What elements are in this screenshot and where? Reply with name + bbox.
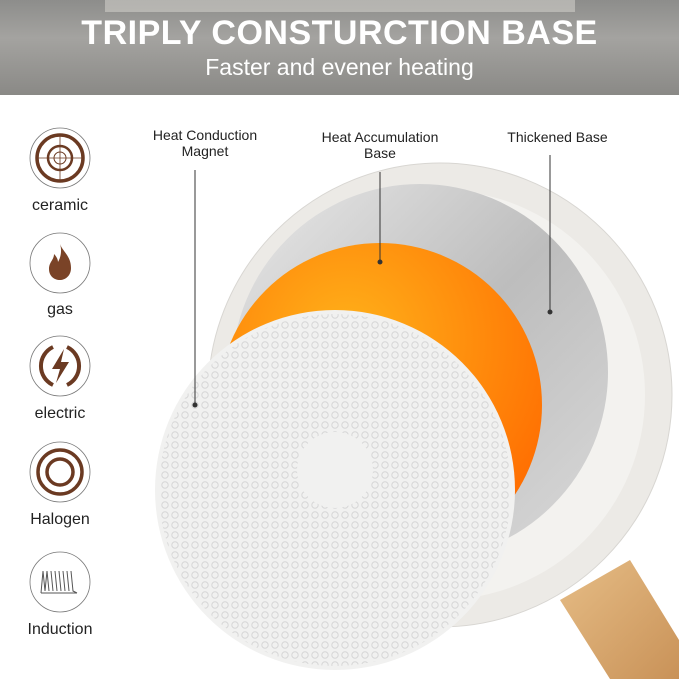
ceramic-cooktop-icon [29,127,91,189]
callout-heat-accumulation-base: Heat Accumulation Base [321,129,439,161]
header-banner: TRIPLY CONSTURCTION BASE Faster and even… [0,0,679,95]
page-title: TRIPLY CONSTURCTION BASE [81,14,598,52]
induction-coil-icon [29,551,91,613]
halogen-rings-icon [29,441,91,503]
wooden-handle [560,560,679,679]
flame-icon [29,232,91,294]
cooktop-label-halogen: Halogen [30,511,90,528]
callout-thickened-base: Thickened Base [507,129,608,145]
cooktop-label-electric: electric [34,405,86,422]
kitchen-shelf [105,0,575,12]
cooktop-label-ceramic: ceramic [31,197,88,214]
lightning-icon [29,335,91,397]
callout-heat-conduction-magnet: Heat Conduction Magnet [152,127,258,159]
cooktop-label-induction: Induction [27,621,93,638]
cooktop-label-gas: gas [47,301,73,318]
page-subtitle: Faster and evener heating [205,54,474,80]
